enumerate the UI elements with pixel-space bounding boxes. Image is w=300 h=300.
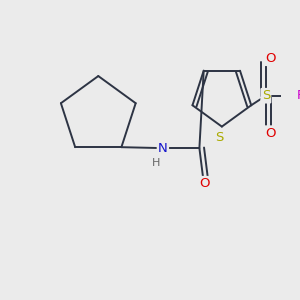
Text: H: H (152, 158, 160, 168)
Text: O: O (265, 127, 276, 140)
Text: S: S (215, 131, 223, 144)
Text: N: N (158, 142, 168, 154)
Text: O: O (199, 177, 209, 190)
Text: F: F (297, 89, 300, 102)
Text: S: S (262, 89, 270, 102)
Text: O: O (265, 52, 276, 65)
